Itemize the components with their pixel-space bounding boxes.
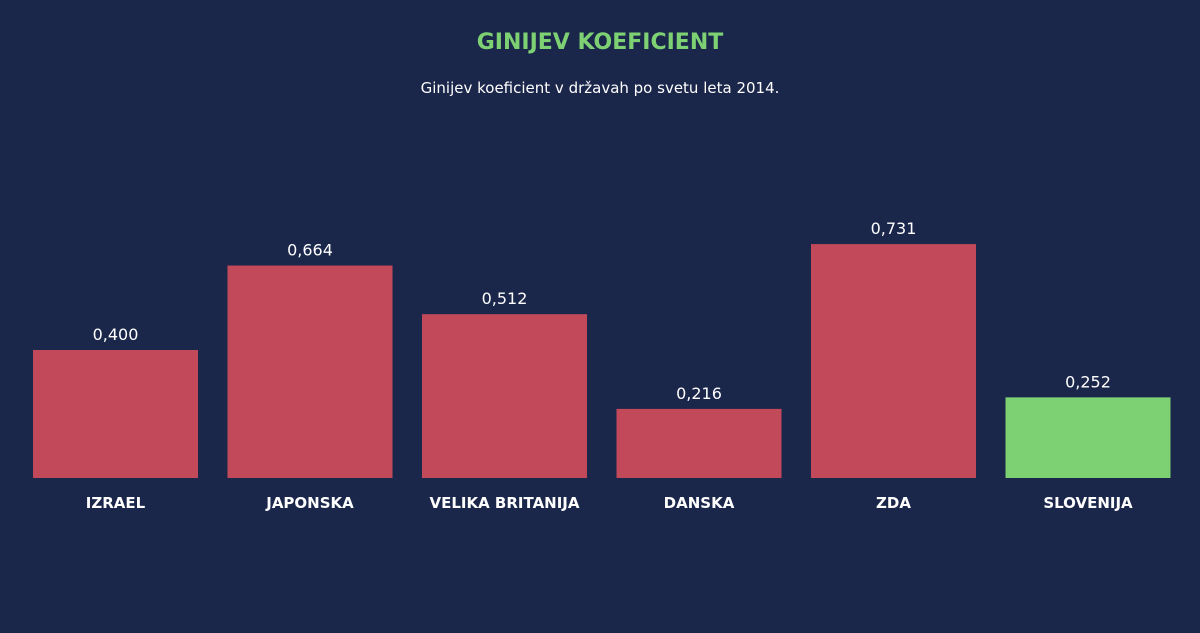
value-label: 0,216	[676, 384, 722, 403]
bar-zda	[811, 244, 976, 478]
bar-velika-britanija	[422, 314, 587, 478]
value-label: 0,252	[1065, 372, 1111, 391]
bar-slovenija	[1005, 397, 1171, 478]
bar-japonska	[227, 265, 393, 478]
category-label: ZDA	[876, 494, 911, 512]
category-label: JAPONSKA	[265, 494, 354, 512]
chart-title: GINIJEV KOEFICIENT	[476, 30, 724, 55]
category-label: DANSKA	[664, 494, 735, 512]
category-label: SLOVENIJA	[1043, 494, 1133, 512]
bar-danska	[616, 408, 782, 478]
value-label: 0,731	[871, 219, 917, 238]
chart-subtitle: Ginijev koeficient v državah po svetu le…	[420, 79, 780, 97]
value-label: 0,400	[93, 325, 139, 344]
value-label: 0,664	[287, 241, 333, 260]
bar-izrael	[33, 350, 198, 478]
category-label: IZRAEL	[86, 494, 146, 512]
value-label: 0,512	[482, 289, 528, 308]
category-label: VELIKA BRITANIJA	[429, 494, 579, 512]
